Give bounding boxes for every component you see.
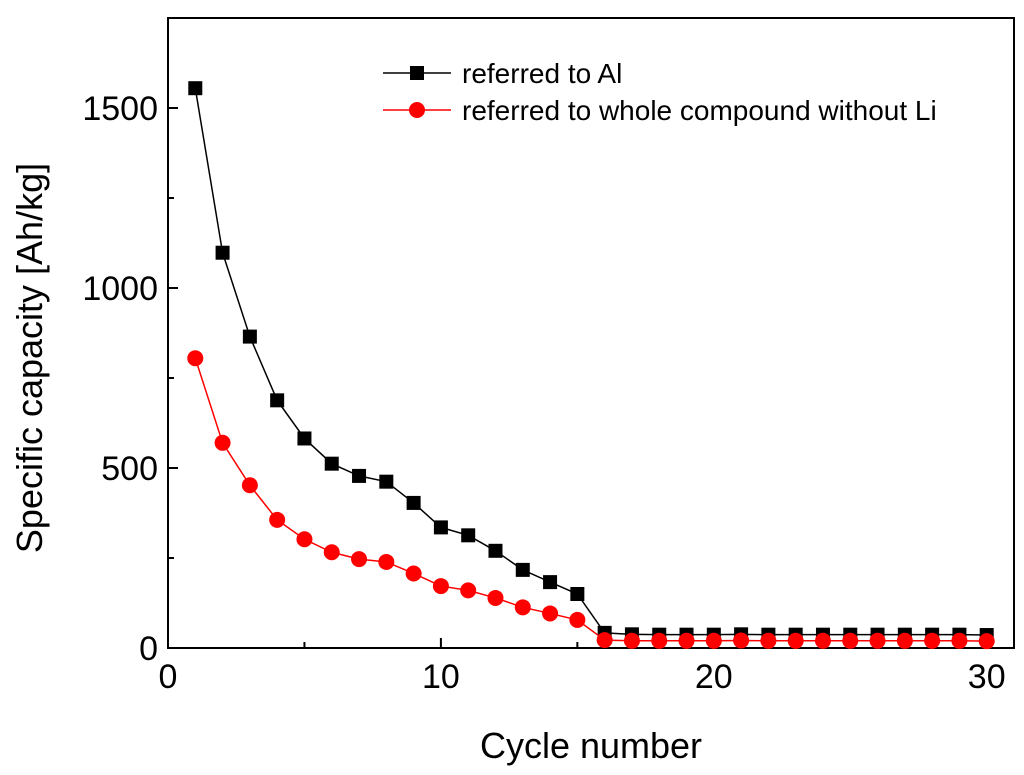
- data-point-circle: [869, 632, 886, 649]
- legend-marker-circle: [409, 102, 425, 118]
- data-point-square: [488, 543, 503, 558]
- data-point-circle: [896, 632, 913, 649]
- series-2: [187, 350, 995, 650]
- data-point-circle: [596, 632, 613, 649]
- series-1: [188, 81, 994, 643]
- data-point-square: [215, 245, 230, 260]
- legend-label: referred to whole compound without Li: [462, 95, 937, 126]
- data-point-circle: [951, 632, 968, 649]
- data-point-circle: [978, 633, 995, 650]
- data-point-circle: [378, 553, 395, 570]
- data-point-circle: [542, 605, 559, 622]
- legend: referred to Al referred to whole compound…: [383, 58, 937, 126]
- data-point-circle: [460, 582, 477, 599]
- data-point-circle: [569, 611, 586, 628]
- data-point-square: [352, 468, 367, 483]
- data-point-square: [242, 329, 257, 344]
- x-axis: 0 10 20 30: [159, 638, 1006, 696]
- x-tick-label: 30: [968, 658, 1006, 696]
- data-point-circle: [924, 632, 941, 649]
- data-point-circle: [623, 632, 640, 649]
- data-point-circle: [405, 565, 422, 582]
- series-layer: [187, 81, 995, 650]
- y-tick-label: 1500: [82, 90, 158, 128]
- data-point-circle: [487, 589, 504, 606]
- data-point-square: [433, 520, 448, 535]
- y-axis: 0 500 1000 1500: [82, 17, 178, 668]
- data-point-circle: [814, 632, 831, 649]
- data-point-square: [379, 474, 394, 489]
- data-point-circle: [323, 544, 340, 561]
- data-point-circle: [269, 511, 286, 528]
- x-axis-title: Cycle number: [480, 725, 702, 766]
- data-point-square: [297, 431, 312, 446]
- data-point-square: [188, 81, 203, 96]
- plot-frame: [167, 17, 1015, 649]
- data-point-circle: [760, 632, 777, 649]
- legend-item: referred to whole compound without Li: [383, 95, 937, 126]
- data-point-circle: [214, 434, 231, 451]
- data-point-square: [570, 587, 585, 601]
- data-point-circle: [678, 632, 695, 649]
- data-point-square: [270, 393, 285, 408]
- plot-area-border: [167, 17, 1015, 649]
- data-point-circle: [351, 551, 368, 568]
- data-point-square: [324, 456, 339, 471]
- y-tick-label: 500: [101, 450, 158, 488]
- series-line: [194, 88, 987, 636]
- data-point-circle: [241, 477, 258, 494]
- data-point-circle: [432, 578, 449, 595]
- y-tick-label: 0: [139, 630, 158, 668]
- data-point-circle: [787, 632, 804, 649]
- x-tick-label: 20: [695, 658, 733, 696]
- legend-label: referred to Al: [462, 58, 622, 89]
- data-point-circle: [651, 632, 668, 649]
- y-axis-title: Specific capacity [Ah/kg]: [9, 163, 50, 553]
- legend-item: referred to Al: [383, 58, 622, 89]
- x-tick-label: 10: [422, 658, 460, 696]
- data-point-circle: [842, 632, 859, 649]
- legend-marker-square: [410, 66, 424, 80]
- series-line: [194, 357, 987, 642]
- data-point-square: [515, 562, 530, 577]
- x-tick-label: 0: [159, 658, 178, 696]
- data-point-circle: [296, 531, 313, 548]
- data-point-square: [461, 528, 476, 543]
- data-point-circle: [187, 350, 204, 367]
- data-point-circle: [514, 599, 531, 616]
- data-point-square: [406, 495, 421, 510]
- data-point-circle: [705, 632, 722, 649]
- data-point-circle: [733, 632, 750, 649]
- y-tick-label: 1000: [82, 270, 158, 308]
- data-point-square: [543, 575, 558, 590]
